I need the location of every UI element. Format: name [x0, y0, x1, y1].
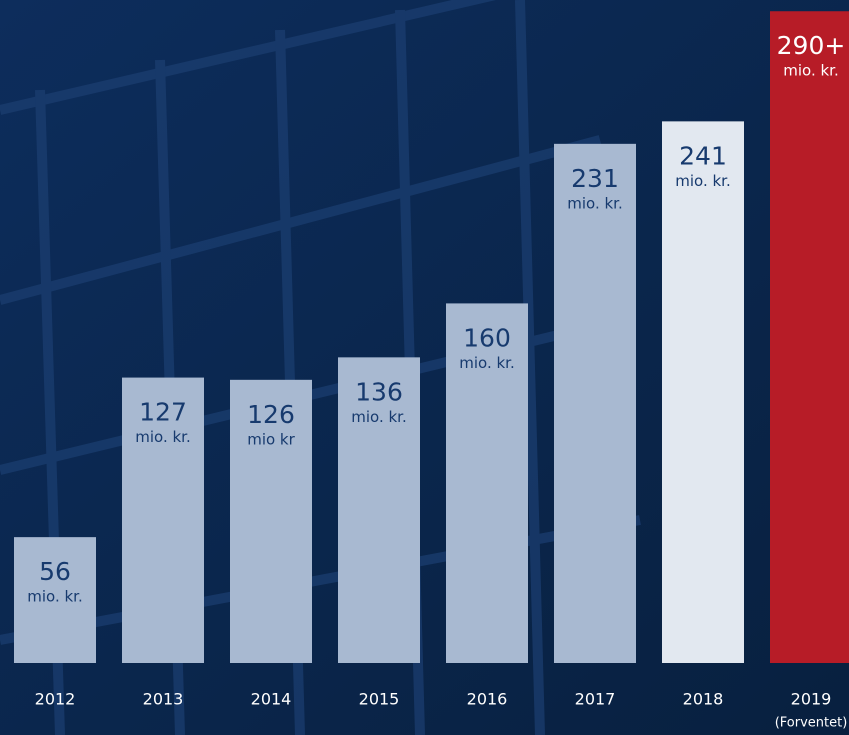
unit-label: mio. kr. [459, 354, 514, 372]
value-label: 136 [355, 377, 403, 406]
bar [446, 303, 528, 663]
value-label: 126 [247, 400, 295, 429]
bar [554, 143, 636, 664]
x-tick-label: 2019 [791, 690, 832, 709]
bar [770, 11, 849, 663]
x-tick-label: 2018 [683, 690, 724, 709]
unit-label: mio. kr. [351, 408, 406, 426]
bar [230, 379, 312, 663]
value-label: 231 [571, 164, 619, 193]
value-label: 290+ [777, 31, 846, 60]
x-tick-label: 2017 [575, 690, 616, 709]
bar [338, 357, 420, 663]
x-tick-label: 2013 [143, 690, 184, 709]
unit-label: mio. kr. [783, 62, 838, 80]
value-label: 241 [679, 141, 727, 170]
x-tick-label: 2016 [467, 690, 508, 709]
unit-label: mio. kr. [27, 588, 82, 606]
x-tick-label: 2015 [359, 690, 400, 709]
bar [122, 377, 204, 663]
bar [14, 537, 96, 663]
value-label: 127 [139, 398, 187, 427]
bar [662, 121, 744, 663]
value-label: 56 [39, 557, 71, 586]
value-label: 160 [463, 323, 511, 352]
unit-label: mio. kr. [675, 172, 730, 190]
unit-label: mio. kr. [135, 428, 190, 446]
category-note: (Forventet) [775, 716, 848, 731]
x-tick-label: 2012 [35, 690, 76, 709]
unit-label: mio. kr. [567, 194, 622, 212]
unit-label: mio kr [247, 430, 295, 448]
x-tick-label: 2014 [251, 690, 292, 709]
